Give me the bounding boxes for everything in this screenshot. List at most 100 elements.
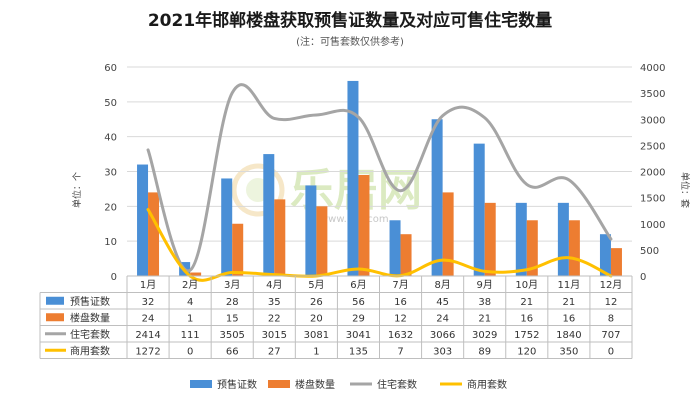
y-left-tick-label: 20 — [104, 202, 117, 213]
bar — [190, 272, 202, 276]
y-right-tick-label: 0 — [640, 272, 646, 283]
y-left-tick-label: 60 — [104, 63, 117, 74]
bar — [389, 220, 401, 276]
data-label: 24 — [142, 313, 155, 324]
x-tick-label: 5月 — [308, 279, 324, 291]
table-legend-key — [46, 313, 64, 322]
data-label: 22 — [268, 313, 281, 324]
data-label: 111 — [181, 330, 200, 341]
table-row-label: 商用套数 — [70, 344, 110, 357]
x-tick-label: 6月 — [350, 279, 366, 291]
bar — [221, 178, 233, 276]
y-right-tick-label: 1000 — [640, 220, 665, 231]
data-label: 303 — [433, 346, 452, 357]
data-label: 29 — [352, 313, 365, 324]
data-label: 3505 — [219, 330, 244, 341]
data-label: 135 — [349, 346, 368, 357]
y-right-tick-label: 1500 — [640, 194, 665, 205]
table-row-label: 住宅套数 — [70, 328, 110, 341]
bar — [305, 185, 317, 276]
data-label: 21 — [563, 297, 576, 308]
bar — [526, 220, 538, 276]
bar — [515, 202, 527, 276]
data-label: 1840 — [556, 330, 581, 341]
data-label: 35 — [268, 297, 281, 308]
bar — [431, 119, 443, 276]
bar — [610, 248, 622, 276]
bar — [400, 234, 412, 276]
legend-key — [268, 380, 290, 388]
x-tick-label: 8月 — [434, 279, 450, 291]
x-tick-label: 10月 — [515, 279, 538, 291]
data-label: 16 — [394, 297, 407, 308]
data-label: 3041 — [346, 330, 371, 341]
data-label: 12 — [605, 297, 618, 308]
data-label: 56 — [352, 297, 365, 308]
data-label: 7 — [397, 346, 403, 357]
data-label: 2414 — [135, 330, 160, 341]
x-tick-label: 1月 — [140, 279, 156, 291]
data-label: 15 — [226, 313, 239, 324]
data-label: 0 — [187, 346, 193, 357]
bar — [347, 80, 359, 276]
data-label: 21 — [520, 297, 533, 308]
y-left-tick-label: 0 — [111, 272, 117, 283]
x-tick-label: 2月 — [182, 279, 198, 291]
y-right-tick-label: 2000 — [640, 168, 665, 179]
data-label: 20 — [310, 313, 323, 324]
x-tick-label: 12月 — [600, 279, 623, 291]
data-label: 3081 — [304, 330, 329, 341]
y-right-tick-label: 4000 — [640, 63, 665, 74]
y-right-axis-label: 单位：套 — [679, 172, 691, 208]
data-label: 26 — [310, 297, 323, 308]
data-label: 1 — [187, 313, 193, 324]
data-label: 32 — [142, 297, 155, 308]
y-right-tick-label: 500 — [640, 246, 659, 257]
legend-key — [190, 380, 212, 388]
chart-subtitle: (注：可售套数仅供参考) — [296, 37, 404, 48]
bar — [263, 154, 275, 276]
data-label: 12 — [394, 313, 407, 324]
y-left-axis-label: 单位：个 — [71, 172, 83, 208]
x-tick-label: 11月 — [558, 279, 581, 291]
data-label: 1 — [313, 346, 319, 357]
data-label: 1632 — [388, 330, 413, 341]
bar — [599, 234, 611, 276]
bar — [274, 199, 286, 276]
legend-label: 商用套数 — [467, 378, 507, 391]
table-legend-key — [46, 296, 64, 305]
table-row-label: 楼盘数量 — [70, 311, 110, 324]
bar — [442, 192, 454, 276]
data-label: 3066 — [430, 330, 455, 341]
data-label: 8 — [608, 313, 614, 324]
data-label: 45 — [436, 297, 449, 308]
legend-label: 住宅套数 — [377, 378, 417, 391]
y-right-tick-label: 3000 — [640, 115, 665, 126]
y-right-tick-label: 2500 — [640, 141, 665, 152]
data-label: 3029 — [472, 330, 497, 341]
data-label: 1752 — [514, 330, 539, 341]
data-label: 16 — [563, 313, 576, 324]
bar — [568, 220, 580, 276]
data-label: 28 — [226, 297, 239, 308]
x-tick-label: 7月 — [392, 279, 408, 291]
y-left-tick-label: 30 — [104, 168, 117, 179]
y-right-tick-label: 3500 — [640, 89, 665, 100]
data-label: 1272 — [135, 346, 160, 357]
data-label: 24 — [436, 313, 449, 324]
data-label: 3015 — [262, 330, 287, 341]
x-tick-label: 9月 — [477, 279, 493, 291]
bar — [473, 143, 485, 276]
data-label: 120 — [517, 346, 536, 357]
x-tick-label: 3月 — [224, 279, 240, 291]
chart-title: 2021年邯郸楼盘获取预售证数量及对应可售住宅数量 — [147, 11, 553, 31]
data-label: 16 — [520, 313, 533, 324]
legend-label: 预售证数 — [217, 378, 257, 391]
bar — [148, 192, 160, 276]
data-label: 66 — [226, 346, 239, 357]
bar — [316, 206, 328, 276]
y-left-tick-label: 40 — [104, 133, 117, 144]
series-line — [146, 208, 613, 282]
data-label: 350 — [559, 346, 578, 357]
